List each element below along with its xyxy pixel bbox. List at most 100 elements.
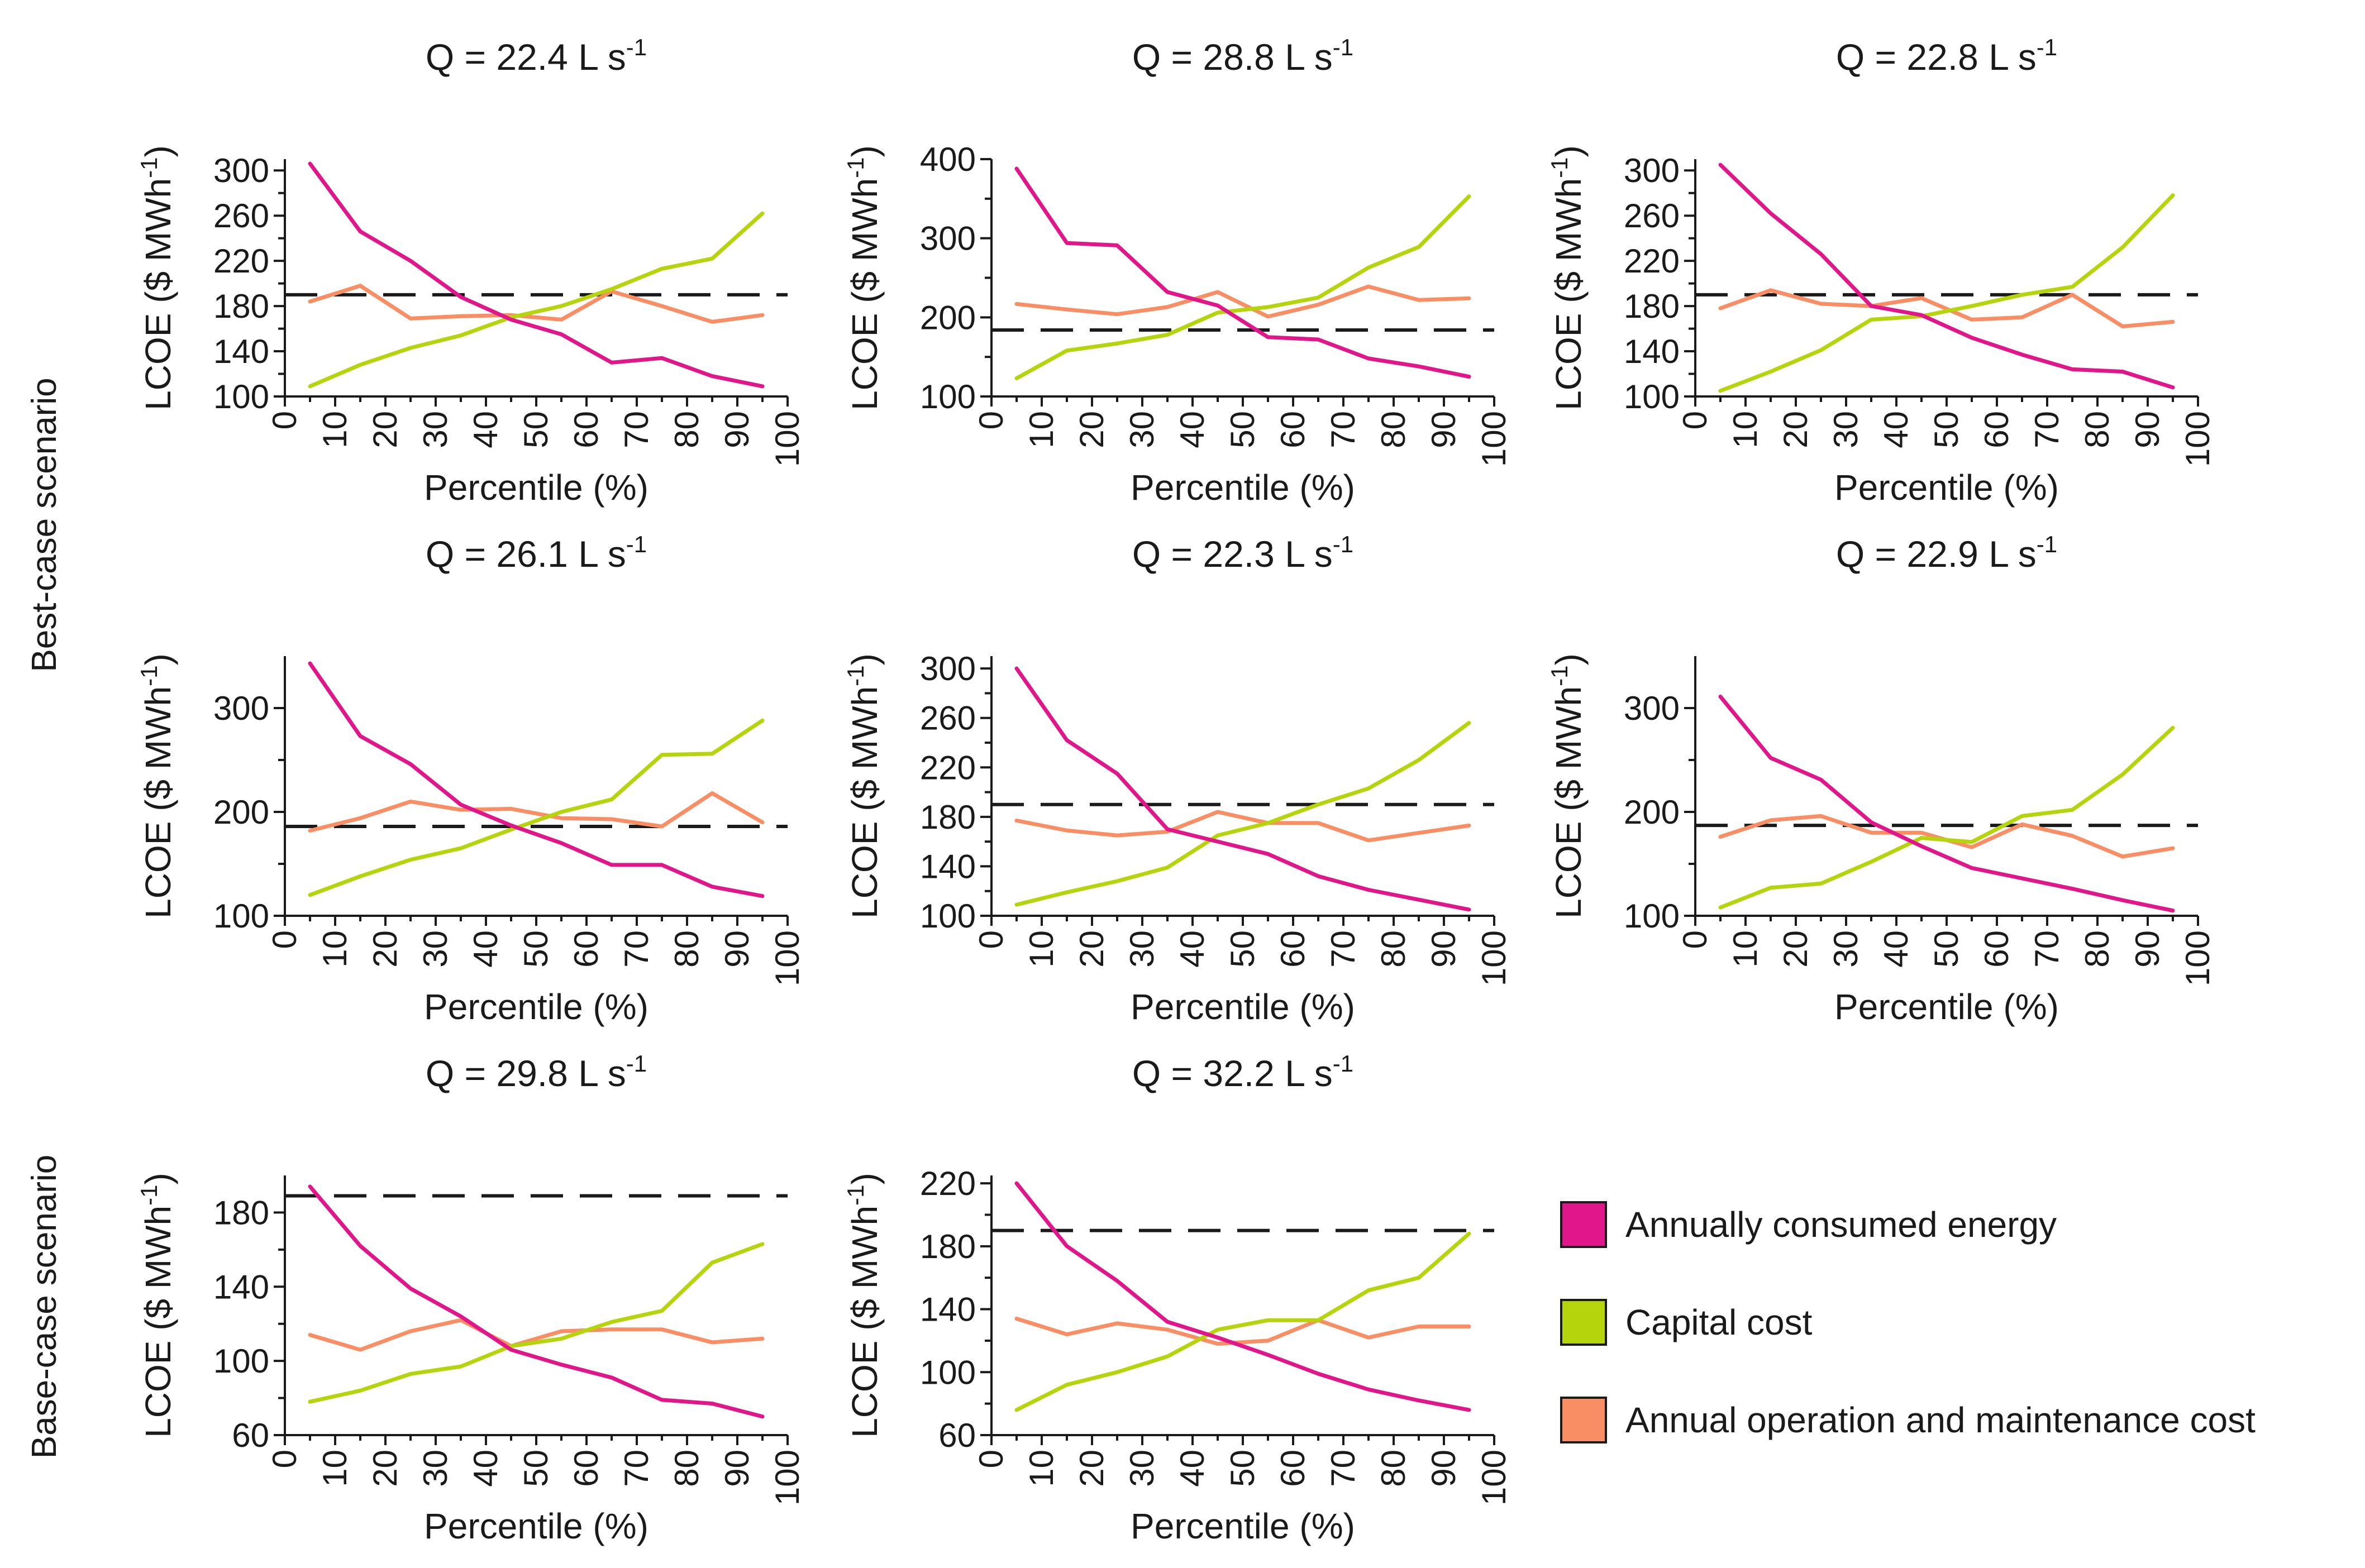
panel-6-xtick-label-40: 40: [1877, 930, 1915, 968]
panel-3-xtick-label-20: 20: [1777, 411, 1814, 448]
panel-3-ylabel-end: ): [1548, 145, 1589, 157]
panel-5-xtick-label-90: 90: [1425, 930, 1462, 968]
panel-4-series-energy: [308, 661, 765, 898]
panel-3-ylabel-sup: -1: [1546, 157, 1572, 178]
panel-5-ytick-label-100: 100: [920, 897, 976, 935]
panel-1-ylabel: LCOE ($ MWh-1): [136, 145, 178, 410]
panel-7-xtick-label-100: 100: [769, 1450, 806, 1505]
panel-5-xtick-label-60: 60: [1274, 930, 1312, 968]
panel-6-title: Q = 22.9 L s-1: [1836, 531, 2057, 575]
panel-1-ytick-label-300: 300: [213, 152, 269, 189]
panel-8-ylabel-end: ): [845, 1173, 885, 1184]
panel-3-series-capital: [1718, 193, 2175, 393]
legend-label-capital: Capital cost: [1625, 1302, 1813, 1342]
scenario-label-base: Base-case scenario: [25, 1155, 64, 1459]
panel-4-xtick-label-90: 90: [718, 930, 756, 968]
panel-8-ylabel-sup: -1: [842, 1184, 869, 1205]
panel-2-xtick-label-90: 90: [1425, 411, 1462, 448]
panel-6-title-sup: -1: [2037, 531, 2057, 557]
panel-5-series-om: [1014, 810, 1471, 843]
panel-2-ytick-label-100: 100: [920, 378, 976, 415]
panel-2-title-sup: -1: [1333, 34, 1353, 60]
panel-8-title-main: Q = 32.2 L s: [1132, 1053, 1333, 1094]
panel-5-xtick-label-50: 50: [1224, 930, 1261, 968]
panel-1-series-capital: [308, 211, 765, 389]
panel-1-ytick-label-260: 260: [213, 197, 269, 235]
panel-4-xlabel: Percentile (%): [424, 987, 649, 1027]
panel-1-xtick-label-30: 30: [417, 411, 454, 448]
panel-3-title: Q = 22.8 L s-1: [1836, 34, 2057, 78]
panel-1-ylabel-main: LCOE ($ MWh: [138, 178, 178, 410]
panel-8-xtick-label-0: 0: [972, 1450, 1010, 1468]
panel-7-series-om: [308, 1318, 765, 1352]
panel-3-title-main: Q = 22.8 L s: [1836, 36, 2037, 78]
panel-5-ylabel-sup: -1: [842, 665, 869, 686]
panel-1-ytick-label-100: 100: [213, 378, 269, 415]
panel-4-title-sup: -1: [626, 531, 647, 557]
panel-8-ytick-label-180: 180: [920, 1228, 976, 1265]
panel-2-xtick-label-40: 40: [1174, 411, 1211, 448]
panel-4-ylabel: LCOE ($ MWh-1): [136, 653, 178, 919]
panel-8-series-om: [1014, 1317, 1471, 1346]
panel-5-ylabel-end: ): [845, 653, 885, 665]
panel-2-ylabel-end: ): [845, 145, 885, 157]
panel-7-ylabel-end: ): [138, 1173, 178, 1184]
panel-5-ytick-label-300: 300: [920, 650, 976, 687]
legend-item-energy: Annually consumed energy: [1560, 1201, 2057, 1248]
panel-1-xtick-label-90: 90: [718, 411, 756, 448]
panel-7-xtick-label-40: 40: [467, 1450, 504, 1487]
panel-4-series-capital: [308, 718, 765, 897]
panel-7-xtick-label-20: 20: [366, 1450, 404, 1487]
panel-6-xtick-label-80: 80: [2078, 930, 2116, 968]
panel-8-series-capital: [1014, 1231, 1471, 1412]
panel-7-title-main: Q = 29.8 L s: [426, 1053, 626, 1094]
panel-4-series-om: [308, 791, 765, 833]
panel-6-ytick-label-300: 300: [1624, 690, 1680, 727]
legend-swatch-energy: [1560, 1201, 1607, 1248]
panel-5-xtick-label-0: 0: [972, 930, 1010, 949]
panel-7-ylabel-main: LCOE ($ MWh: [138, 1206, 178, 1438]
panel-3-ytick-label-300: 300: [1624, 152, 1680, 189]
panel-8-xtick-label-50: 50: [1224, 1450, 1261, 1487]
panel-5-ytick-label-180: 180: [920, 799, 976, 836]
panel-1-xtick-label-40: 40: [467, 411, 504, 448]
panel-6-ylabel-main: LCOE ($ MWh: [1548, 686, 1589, 919]
panel-8-ytick-label-220: 220: [920, 1165, 976, 1202]
panel-4-title: Q = 26.1 L s-1: [426, 531, 647, 575]
legend-item-capital: Capital cost: [1560, 1299, 1813, 1346]
panel-8-xtick-label-90: 90: [1425, 1450, 1462, 1487]
panel-4-ytick-label-300: 300: [213, 690, 269, 727]
panel-2-ytick-label-400: 400: [920, 141, 976, 178]
panel-2-xtick-label-70: 70: [1324, 411, 1362, 448]
panel-2-xtick-label-100: 100: [1475, 411, 1513, 467]
panel-3-xlabel: Percentile (%): [1834, 467, 2059, 508]
panel-2-series-capital: [1014, 194, 1471, 380]
panel-4-ylabel-end: ): [138, 653, 178, 665]
panel-7-series-capital: [308, 1242, 765, 1404]
panel-3-series-energy: [1718, 162, 2175, 390]
panel-4-xtick-label-100: 100: [769, 930, 806, 986]
panel-3-xtick-label-10: 10: [1727, 411, 1764, 448]
panel-3-xtick-label-100: 100: [2179, 411, 2216, 467]
panel-3-ytick-label-260: 260: [1624, 197, 1680, 235]
panel-5-xtick-label-80: 80: [1375, 930, 1412, 968]
panel-7-series-energy: [308, 1184, 765, 1419]
legend-swatch-om: [1560, 1397, 1607, 1443]
panel-7-title: Q = 29.8 L s-1: [426, 1050, 647, 1094]
panel-7-xtick-label-80: 80: [668, 1450, 705, 1487]
panel-5-ylabel-main: LCOE ($ MWh: [845, 686, 885, 919]
panel-3-xtick-label-60: 60: [1978, 411, 2015, 448]
panel-2-xtick-label-30: 30: [1123, 411, 1161, 448]
panel-7-xtick-label-70: 70: [618, 1450, 655, 1487]
panel-5-ytick-label-260: 260: [920, 700, 976, 737]
panel-3-ytick-label-140: 140: [1624, 333, 1680, 370]
panel-8-xtick-label-40: 40: [1174, 1450, 1211, 1487]
panel-8-xtick-label-20: 20: [1073, 1450, 1110, 1487]
panel-2-xtick-label-10: 10: [1023, 411, 1060, 448]
panel-3-xtick-label-50: 50: [1928, 411, 1965, 448]
panel-7-ytick-label-180: 180: [213, 1194, 269, 1231]
